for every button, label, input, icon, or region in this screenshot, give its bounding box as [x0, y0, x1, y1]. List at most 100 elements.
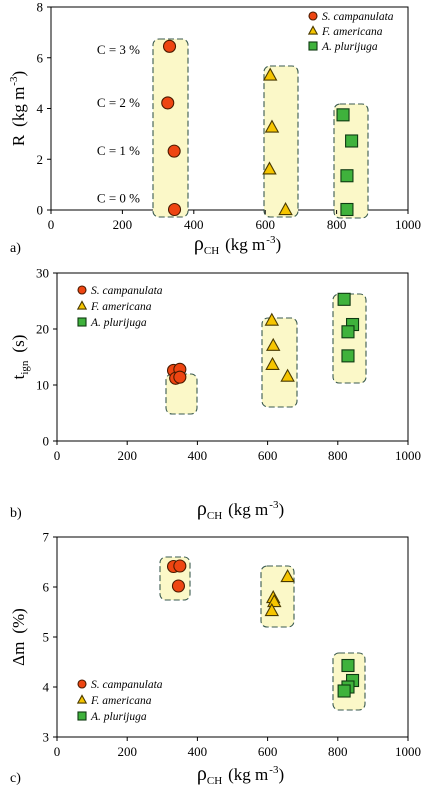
- legend-marker: [77, 317, 87, 327]
- y-axis-label: tign(s): [9, 335, 31, 380]
- legend-label: A. plurijuga: [90, 711, 147, 723]
- data-point: [173, 370, 187, 384]
- panel-label: a): [10, 241, 21, 256]
- x-tick-label: 400: [188, 448, 208, 463]
- data-point: [280, 368, 295, 382]
- y-axis-label: Δm(%): [9, 608, 28, 666]
- data-point: [265, 337, 281, 351]
- panel-label: c): [10, 771, 21, 786]
- x-axis-label: ρCH (kg m-3): [197, 763, 284, 787]
- data-point: [171, 579, 185, 593]
- data-point: [337, 684, 351, 698]
- x-tick-label: 1000: [395, 744, 421, 759]
- data-point: [262, 161, 277, 175]
- data-point: [173, 559, 187, 573]
- series-square: [337, 658, 360, 698]
- legend-label: A. plurijuga: [321, 41, 378, 53]
- legend-marker: [77, 711, 87, 721]
- data-point: [340, 169, 354, 183]
- x-tick-label: 200: [117, 448, 137, 463]
- series-triangle: [264, 312, 295, 382]
- annotation-label: C = 1 %: [97, 143, 140, 158]
- legend-marker: [77, 679, 87, 689]
- x-tick-label: 200: [117, 744, 137, 759]
- data-point: [337, 292, 351, 306]
- data-point: [167, 144, 181, 158]
- group-box-1: [152, 38, 189, 218]
- group-box-3: [333, 103, 369, 219]
- chart-panel-3: 0 200 400 600 800 1000 3 4 5 6 7 ρCH (kg m-3) Δm(%) c)…: [9, 530, 421, 788]
- x-tick-label: 800: [328, 448, 348, 463]
- y-tick-label: 7: [43, 530, 50, 545]
- y-tick-label: 30: [36, 266, 49, 281]
- group-box-3: [332, 293, 367, 384]
- legend: S. campanulata F. americana A. plurijuga: [76, 285, 163, 329]
- x-tick-label: 1000: [395, 448, 421, 463]
- x-tick-label: 0: [48, 217, 55, 232]
- x-tick-label: 0: [54, 744, 61, 759]
- x-tick-label: 200: [113, 217, 133, 232]
- x-tick-label: 800: [327, 217, 347, 232]
- legend-marker: [76, 694, 88, 704]
- legend-label: A. plurijuga: [90, 317, 147, 329]
- y-tick-label: 2: [37, 152, 44, 167]
- y-axis-label: R(kg m-3): [8, 71, 28, 146]
- x-tick-label: 400: [184, 217, 204, 232]
- series-circle: [166, 559, 187, 593]
- chart-panel-2: 0 200 400 600 800 1000 0 10 20 30 ρCH (kg m-3) tign(…: [9, 266, 421, 523]
- x-tick-label: 400: [188, 744, 208, 759]
- data-point: [345, 134, 359, 148]
- legend-marker: [308, 41, 318, 51]
- legend-marker: [307, 25, 319, 35]
- series-square: [336, 108, 359, 217]
- legend-label: F. americana: [90, 301, 152, 313]
- data-point: [341, 349, 355, 363]
- data-point: [278, 202, 293, 216]
- series-triangle: [264, 569, 295, 617]
- legend-label: S. campanulata: [322, 11, 394, 23]
- group-box-2: [261, 317, 298, 408]
- y-tick-label: 8: [37, 0, 44, 15]
- y-tick-label: 5: [43, 630, 50, 645]
- series-circle: [166, 362, 187, 385]
- y-tick-label: 0: [37, 203, 44, 218]
- data-point: [264, 603, 280, 617]
- y-tick-label: 20: [36, 322, 49, 337]
- x-axis-label: ρCH (kg m-3): [194, 233, 281, 257]
- data-point: [341, 325, 355, 339]
- data-point: [161, 96, 175, 110]
- data-point: [167, 202, 182, 217]
- x-axis-label: ρCH (kg m-3): [197, 498, 284, 522]
- legend-label: F. americana: [321, 26, 383, 38]
- y-tick-label: 10: [36, 378, 49, 393]
- x-tick-label: 600: [258, 744, 278, 759]
- data-point: [267, 594, 282, 608]
- y-tick-label: 6: [37, 50, 44, 65]
- annotation-label: C = 0 %: [97, 191, 140, 206]
- legend: S. campanulata F. americana A. plurijuga: [307, 11, 394, 53]
- y-tick-label: 3: [43, 730, 50, 745]
- annotation-label: C = 2 %: [97, 95, 140, 110]
- y-tick-label: 4: [37, 101, 44, 116]
- legend-marker: [308, 11, 318, 21]
- data-point: [341, 658, 355, 673]
- legend-label: S. campanulata: [91, 285, 163, 297]
- data-point: [340, 202, 354, 217]
- series-triangle: [262, 67, 293, 216]
- data-point: [162, 39, 177, 53]
- x-tick-label: 800: [328, 744, 348, 759]
- data-point: [280, 569, 295, 583]
- data-point: [265, 356, 280, 370]
- legend-label: S. campanulata: [91, 679, 163, 691]
- legend-marker: [77, 285, 87, 295]
- legend-marker: [76, 300, 88, 310]
- legend: S. campanulata F. americana A. plurijuga: [76, 679, 163, 723]
- x-tick-label: 600: [258, 448, 278, 463]
- data-point: [262, 67, 278, 81]
- series-circle: [161, 39, 182, 217]
- y-tick-label: 0: [43, 434, 50, 449]
- annotation-label: C = 3 %: [97, 42, 140, 57]
- group-box-2: [263, 65, 299, 218]
- data-point: [264, 312, 280, 326]
